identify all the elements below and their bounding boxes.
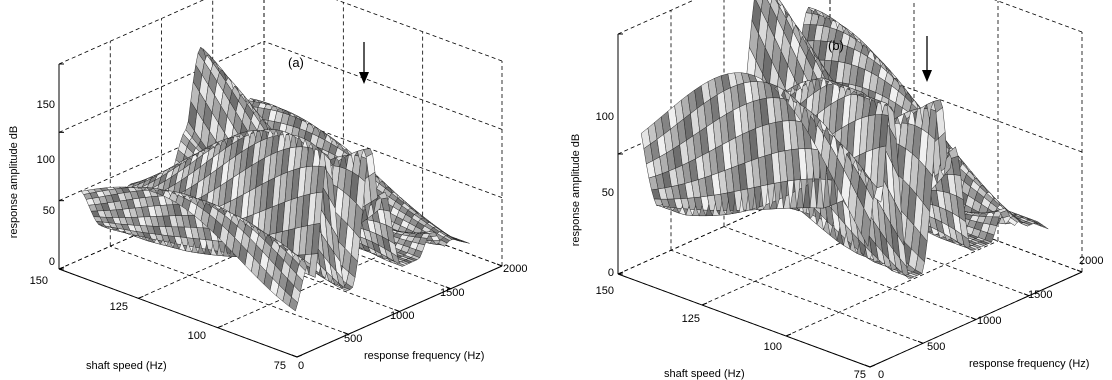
panel-a-z-tick-label: 100: [37, 154, 55, 166]
x-tick: [1076, 269, 1083, 273]
x-tick: [394, 309, 400, 312]
panel-b-x-tick-label: 2000: [1079, 255, 1103, 267]
y-tick: [617, 271, 624, 275]
grid-line: [58, 109, 265, 202]
grid-line: [58, 0, 205, 65]
grid-line: [217, 236, 423, 329]
panel-a-z-tick-label: 50: [43, 205, 55, 217]
x-tick: [291, 354, 298, 358]
panel-b-axes: [617, 33, 1083, 368]
panel-b-surface: [640, 0, 1049, 280]
panel-a-x-tick-label: 2000: [503, 263, 527, 275]
surface-cell: [1038, 224, 1049, 230]
surface-cell: [460, 240, 470, 244]
panel-a-y-tick-label: 125: [110, 301, 128, 313]
panel-b-x-tick-label: 1000: [977, 315, 1001, 327]
grid-line: [617, 0, 695, 35]
panel-b-arrow: [922, 36, 932, 82]
x-tick: [970, 317, 977, 320]
x-tick: [864, 364, 871, 368]
panel-b-x-tick-label: 1500: [1028, 289, 1052, 301]
panel-b: (b) 0 50 100 150 125 100 75 0 500 1000 1…: [570, 0, 1103, 380]
y-tick: [869, 364, 876, 368]
panel-a-y-tick-label: 75: [274, 360, 286, 372]
panel-b-z-tick-label: 50: [602, 187, 614, 199]
panel-a-arrow: [359, 42, 369, 84]
panel-a-axes: [58, 63, 503, 358]
panel-a-x-axis-label: response frequency (Hz): [364, 350, 484, 362]
grid-line: [670, 249, 924, 344]
grid-line: [701, 209, 915, 306]
panel-b-y-tick-label: 75: [854, 369, 866, 380]
panel-b-z-axis-label: response amplitude dB: [570, 134, 582, 247]
panel-b-y-tick-label: 100: [764, 341, 782, 353]
x-tick: [445, 286, 451, 290]
y-tick: [701, 302, 708, 306]
grid-line: [617, 178, 831, 275]
panel-b-y-tick-label: 125: [682, 313, 700, 325]
panel-b-x-axis-label: response frequency (Hz): [969, 358, 1089, 370]
panel-b-y-tick-label: 150: [596, 285, 614, 297]
y-tick: [296, 354, 303, 358]
y-tick: [785, 333, 792, 337]
grid-line: [110, 245, 349, 335]
panel-a-surface: [80, 46, 470, 312]
panel-a-z-tick-label: 0: [49, 256, 55, 268]
surface-cell: [755, 0, 763, 12]
y-tick: [138, 295, 144, 299]
panel-a-x-tick-label: 1500: [440, 287, 464, 299]
panel-b-label: (b): [828, 38, 844, 53]
grid-line: [994, 0, 1083, 33]
panel-a: (a) 0 50 100 150 150 125 100 75 0 500 10…: [8, 0, 527, 372]
panel-a-y-tick-label: 100: [188, 330, 206, 342]
panel-a-z-tick-label: 150: [37, 99, 55, 111]
panel-a-x-tick-label: 0: [298, 360, 304, 372]
x-tick: [1023, 293, 1030, 297]
panel-a-z-axis-label: response amplitude dB: [8, 126, 20, 239]
panel-a-y-tick-label: 150: [30, 275, 48, 287]
panel-a-label: (a): [288, 55, 304, 70]
panel-a-x-tick-label: 500: [344, 333, 362, 345]
grid-line: [335, 0, 503, 62]
x-tick: [917, 340, 924, 344]
x-tick: [343, 331, 349, 335]
panel-b-x-tick-label: 500: [927, 341, 945, 353]
y-tick: [58, 266, 65, 270]
panel-b-z-tick-label: 0: [608, 267, 614, 279]
panel-a-y-axis-label: shaft speed (Hz): [86, 360, 167, 372]
grid-line: [829, 58, 1083, 153]
grid-line: [58, 40, 265, 133]
y-axis: [58, 268, 298, 358]
panel-b-x-tick-label: 0: [878, 369, 884, 380]
x-tick: [496, 263, 503, 267]
grid-line: [785, 240, 999, 337]
panel-b-y-axis-label: shaft speed (Hz): [664, 368, 745, 380]
y-tick: [217, 325, 223, 329]
y-axis: [617, 273, 871, 368]
panel-a-x-tick-label: 1000: [390, 310, 414, 322]
grid-line: [723, 226, 977, 320]
grid-line: [263, 40, 503, 130]
panel-b-z-tick-label: 100: [596, 111, 614, 123]
